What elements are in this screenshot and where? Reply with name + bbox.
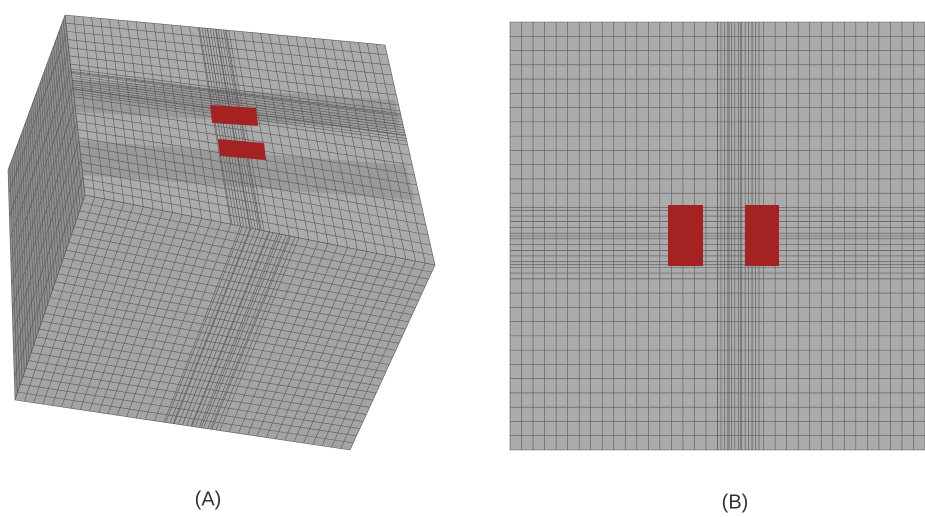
mesh-line bbox=[20, 383, 357, 437]
mesh-line bbox=[30, 107, 44, 319]
mesh-line bbox=[80, 153, 424, 216]
electrode bbox=[218, 139, 266, 160]
mesh-line bbox=[65, 22, 388, 56]
mesh-line bbox=[76, 218, 426, 287]
mesh-line bbox=[7, 169, 16, 401]
mesh-line bbox=[71, 77, 403, 123]
mesh-line bbox=[11, 159, 20, 387]
mesh-line bbox=[71, 234, 419, 301]
mesh-line bbox=[45, 66, 62, 264]
mesh-line bbox=[83, 178, 431, 246]
mesh-line bbox=[15, 149, 25, 373]
mesh-line bbox=[68, 242, 416, 308]
mesh-line bbox=[23, 376, 360, 429]
mesh-line bbox=[39, 328, 380, 387]
mesh-line bbox=[81, 161, 426, 226]
mesh-line bbox=[51, 51, 69, 243]
mesh-line bbox=[36, 92, 51, 298]
mesh-line bbox=[41, 76, 58, 278]
mesh-line bbox=[38, 87, 53, 291]
mesh-line bbox=[49, 297, 393, 358]
mesh-line bbox=[71, 75, 402, 120]
mesh-line bbox=[69, 55, 397, 96]
mesh-a bbox=[7, 14, 436, 451]
mesh-line bbox=[21, 133, 32, 353]
mesh-line bbox=[84, 194, 436, 266]
mesh-line bbox=[47, 61, 65, 257]
front-face bbox=[15, 195, 435, 450]
mesh-line bbox=[34, 97, 48, 305]
mesh-line bbox=[66, 31, 390, 66]
mesh-line bbox=[13, 154, 23, 380]
mesh-line bbox=[43, 71, 60, 271]
mesh-line bbox=[53, 45, 72, 237]
electrodes bbox=[210, 105, 779, 266]
mesh-line bbox=[71, 73, 402, 117]
mesh-line bbox=[67, 39, 392, 76]
mesh-line bbox=[32, 102, 46, 312]
mesh-line bbox=[40, 82, 55, 284]
electrode bbox=[745, 205, 779, 266]
dense-band bbox=[78, 140, 415, 200]
mesh-line bbox=[75, 112, 413, 166]
mesh-line bbox=[55, 40, 74, 230]
mesh-line bbox=[79, 145, 422, 206]
mesh-line bbox=[52, 289, 396, 351]
mesh-line bbox=[19, 138, 30, 360]
mesh-line bbox=[14, 399, 351, 451]
mesh-line bbox=[55, 281, 400, 344]
mesh-line bbox=[58, 273, 403, 337]
mesh-line bbox=[68, 47, 395, 86]
mesh-line bbox=[70, 63, 399, 106]
mesh-line bbox=[33, 344, 373, 401]
mesh-line bbox=[78, 137, 420, 196]
mesh-line bbox=[22, 128, 34, 346]
electrode bbox=[210, 105, 258, 126]
mesh-line bbox=[63, 257, 409, 323]
electrode bbox=[668, 205, 703, 266]
mesh-line bbox=[57, 35, 76, 223]
mesh-line bbox=[71, 70, 401, 115]
mesh-line bbox=[41, 320, 383, 380]
mesh-line bbox=[25, 368, 364, 422]
mesh-line bbox=[74, 226, 422, 294]
panel-label: (A) bbox=[195, 488, 222, 510]
mesh-b bbox=[509, 21, 925, 451]
mesh-line bbox=[70, 68, 401, 112]
mesh-line bbox=[71, 71, 401, 116]
mesh-line bbox=[24, 123, 37, 339]
mesh-line bbox=[26, 118, 39, 332]
mesh-line bbox=[66, 249, 413, 316]
mesh-line bbox=[84, 186, 433, 256]
mesh-line bbox=[74, 104, 411, 156]
mesh-line bbox=[82, 202, 432, 273]
mesh-line bbox=[36, 336, 377, 394]
mesh-line bbox=[17, 391, 354, 444]
mesh-line bbox=[72, 82, 404, 128]
mesh-line bbox=[64, 14, 386, 46]
mesh-line bbox=[31, 352, 370, 408]
mesh-line bbox=[62, 20, 83, 202]
mesh-line bbox=[59, 30, 79, 216]
mesh-line bbox=[28, 113, 41, 325]
mesh-line bbox=[64, 14, 86, 196]
mesh-line bbox=[60, 265, 406, 330]
mesh-line bbox=[82, 170, 429, 236]
mesh-line bbox=[47, 305, 390, 365]
mesh-line bbox=[49, 56, 67, 250]
mesh-line bbox=[72, 79, 404, 126]
mesh-line bbox=[28, 360, 367, 415]
mesh-line bbox=[9, 164, 18, 394]
mesh-line bbox=[79, 210, 429, 280]
mesh-line bbox=[17, 144, 27, 366]
mesh-line bbox=[44, 312, 387, 373]
mesh-line bbox=[60, 25, 81, 209]
panel-label: (B) bbox=[722, 491, 749, 513]
